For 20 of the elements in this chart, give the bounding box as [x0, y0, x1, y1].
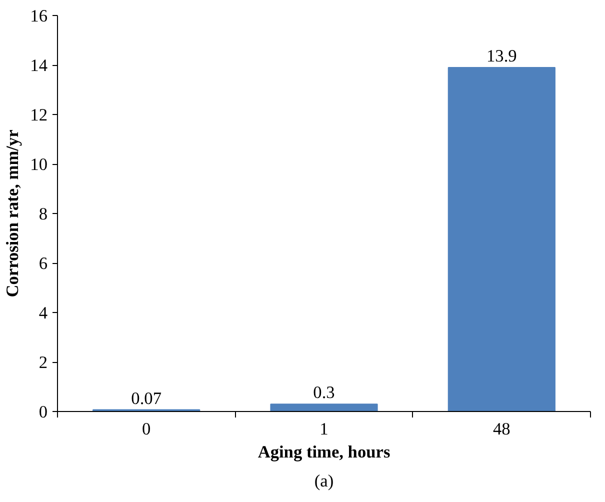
data-label: 13.9 [486, 46, 517, 66]
x-tick-label: 1 [320, 420, 328, 438]
y-tick-label: 10 [30, 155, 48, 174]
bar [270, 404, 378, 412]
y-tick-label: 8 [38, 204, 48, 224]
y-tick-label: 2 [38, 353, 48, 372]
y-tick-label: 16 [30, 6, 48, 26]
data-label: 0.3 [313, 383, 335, 402]
y-tick-label: 0 [38, 402, 48, 422]
y-tick-label: 14 [30, 56, 48, 75]
y-tick-label: 6 [38, 254, 48, 273]
x-tick-label: 0 [142, 420, 151, 438]
x-tick-label: 48 [493, 420, 510, 438]
x-axis-title: Aging time, hours [258, 442, 390, 462]
data-label: 0.07 [131, 388, 162, 408]
text: (a) [314, 472, 334, 490]
y-tick-label: 12 [30, 106, 48, 124]
y-tick-label: 4 [38, 304, 48, 322]
y-axis-title: Corrosion rate, mm/yr [3, 129, 22, 298]
bar [448, 66, 556, 412]
